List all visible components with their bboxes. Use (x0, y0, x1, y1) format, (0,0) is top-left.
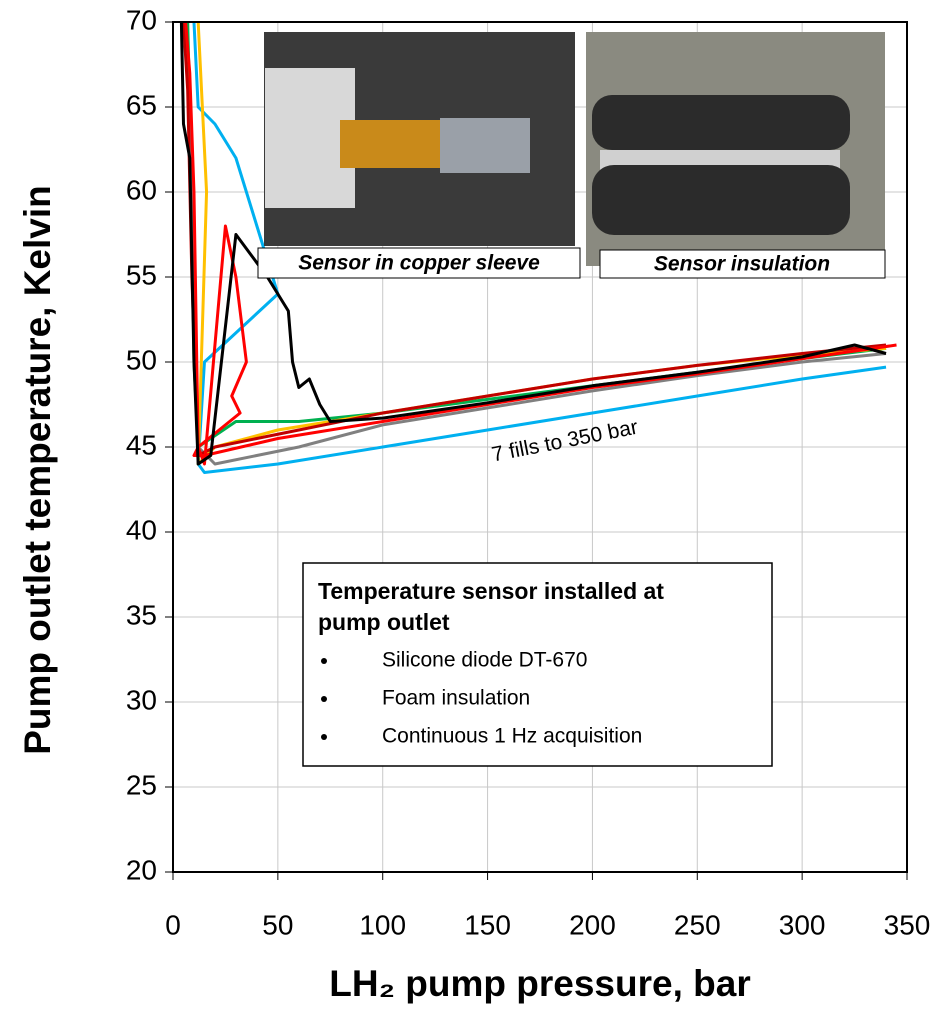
info-box-item: Continuous 1 Hz acquisition (382, 725, 642, 748)
info-box (302, 562, 773, 767)
y-tick-label: 60 (126, 174, 157, 205)
x-axis-title: LH₂ pump pressure, bar (329, 963, 750, 1004)
bullet (321, 696, 327, 702)
caption-box (257, 247, 581, 279)
y-tick-label: 35 (126, 599, 157, 630)
x-tick-label: 200 (569, 909, 616, 940)
y-tick-label: 70 (126, 4, 157, 35)
y-tick-label: 40 (126, 514, 157, 545)
x-tick-label: 0 (165, 909, 181, 940)
y-tick-label: 20 (126, 854, 157, 885)
photo-caption: Sensor insulation (654, 253, 830, 276)
photo-detail (592, 165, 850, 235)
y-tick-label: 30 (126, 684, 157, 715)
x-tick-label: 50 (262, 909, 293, 940)
photo-detail (592, 95, 850, 150)
caption-box (599, 249, 886, 279)
info-box-title-line: pump outlet (318, 609, 450, 635)
x-tick-label: 350 (884, 909, 931, 940)
photo-detail (340, 120, 440, 168)
series-line (179, 22, 887, 466)
info-box-text: Temperature sensor installed at pump outl… (318, 578, 664, 747)
photo-detail (440, 118, 530, 173)
y-tick-label: 25 (126, 769, 157, 800)
info-box-title-line: Temperature sensor installed at (318, 578, 664, 604)
bullet (321, 734, 327, 740)
ticks: 0 50 100 150 200 250 300 350 20 25 30 35 40 45 50 55 60 6… (126, 4, 931, 940)
y-axis-title: Pump outlet temperature, Kelvin (17, 185, 58, 755)
y-tick-label: 50 (126, 344, 157, 375)
bullet (321, 658, 327, 664)
x-tick-label: 250 (674, 909, 721, 940)
y-tick-label: 45 (126, 429, 157, 460)
annotation: 7 fills to 350 bar (490, 416, 640, 467)
lines (179, 22, 897, 474)
series-line (184, 22, 897, 466)
info-box-item: Foam insulation (382, 687, 530, 710)
x-tick-label: 300 (779, 909, 826, 940)
x-tick-label: 100 (359, 909, 406, 940)
series-line (192, 22, 887, 474)
info-box-item: Silicone diode DT-670 (382, 649, 587, 672)
y-tick-label: 65 (126, 89, 157, 120)
info-box-title: Temperature sensor installed at pump outl… (318, 578, 664, 635)
photo-caption: Sensor in copper sleeve (298, 252, 540, 275)
y-tick-label: 55 (126, 259, 157, 290)
x-tick-label: 150 (464, 909, 511, 940)
